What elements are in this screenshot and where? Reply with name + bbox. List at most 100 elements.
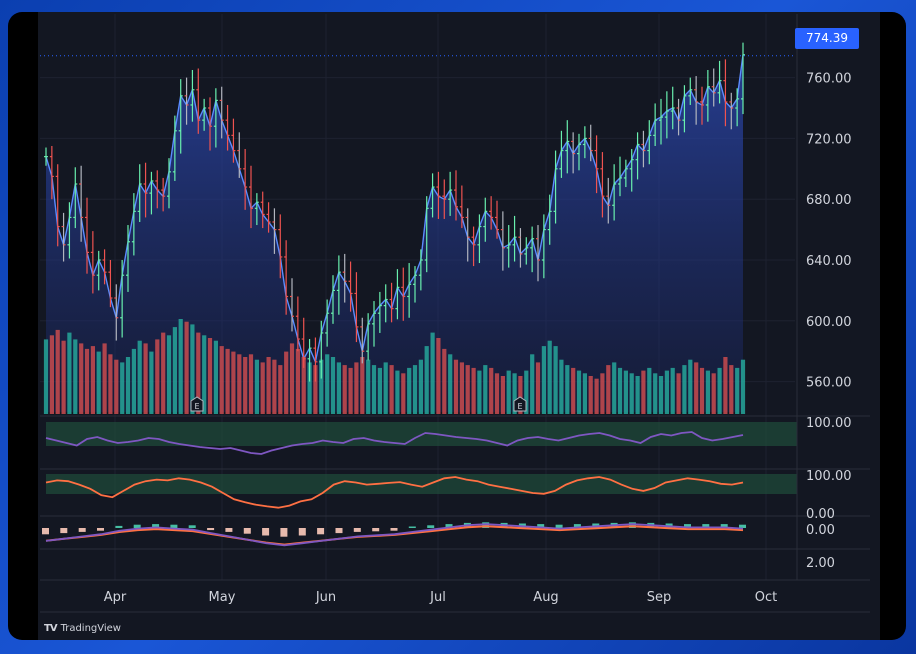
volume-bar xyxy=(670,367,675,414)
price-bar xyxy=(688,77,693,105)
volume-bar xyxy=(313,365,318,414)
stoch-axis-label-bottom: 0.00 xyxy=(806,507,835,522)
earnings-marker[interactable]: E xyxy=(190,396,204,412)
price-bar xyxy=(629,149,634,192)
price-bar xyxy=(354,272,359,343)
price-bar xyxy=(260,191,265,229)
volume-bar xyxy=(155,339,160,414)
volume-bar xyxy=(448,354,453,414)
price-bar xyxy=(723,59,728,127)
volume-bar xyxy=(582,373,587,414)
price-bar xyxy=(237,132,242,178)
price-bar xyxy=(536,225,540,282)
earnings-marker[interactable]: E xyxy=(513,396,527,412)
price-bar xyxy=(213,88,218,148)
volume-bar xyxy=(67,332,72,414)
price-bar xyxy=(295,296,300,352)
price-bar xyxy=(266,202,271,233)
macd-histogram-bar xyxy=(317,528,325,535)
volume-bar xyxy=(653,373,658,414)
price-bar xyxy=(705,70,710,122)
volume-bar xyxy=(418,359,423,414)
volume-bar xyxy=(612,362,617,414)
volume-bar xyxy=(243,357,248,414)
price-bar xyxy=(459,185,464,229)
price-bar xyxy=(272,208,277,254)
price-bar xyxy=(448,171,453,216)
price-bar xyxy=(565,120,570,174)
macd-histogram-bar xyxy=(152,524,160,528)
volume-bar xyxy=(272,359,277,414)
price-tick-label: 760.00 xyxy=(806,72,852,87)
price-bar xyxy=(102,249,107,285)
price-bar xyxy=(418,249,423,291)
volume-bar xyxy=(506,370,511,414)
volume-bar xyxy=(489,367,494,414)
volume-bar xyxy=(524,370,529,414)
price-bar xyxy=(553,150,558,224)
price-bar xyxy=(506,225,511,268)
price-bar xyxy=(524,237,529,265)
macd-histogram-bar xyxy=(225,528,233,532)
price-bar xyxy=(131,193,136,256)
price-bar xyxy=(73,167,78,229)
indicator-panes xyxy=(40,415,870,550)
volume-bar xyxy=(571,367,576,414)
price-bar xyxy=(454,170,458,221)
volume-bar xyxy=(541,346,546,414)
price-bar xyxy=(530,226,535,273)
volume-bar xyxy=(254,359,259,414)
price-bars xyxy=(44,42,745,382)
volume-bar xyxy=(178,319,183,414)
price-bar xyxy=(79,165,84,242)
volume-bar xyxy=(483,365,488,414)
price-bar xyxy=(582,126,587,159)
price-bar xyxy=(44,147,48,166)
macd-axis-label: 2.00 xyxy=(806,556,835,571)
volume-bar xyxy=(594,378,599,414)
price-bar xyxy=(395,269,400,320)
price-bar xyxy=(383,284,388,323)
macd-histogram-bar xyxy=(115,525,123,528)
price-bar xyxy=(694,76,699,125)
macd-histogram-bar xyxy=(188,525,196,528)
macd-histogram-bar xyxy=(573,524,581,528)
volume-bar xyxy=(330,357,336,414)
volume-bar xyxy=(740,359,746,414)
volume-bar xyxy=(90,346,95,414)
price-bar xyxy=(149,171,154,215)
price-bar xyxy=(612,164,617,221)
price-bar xyxy=(336,255,341,315)
price-bar xyxy=(126,225,130,292)
volume-bar xyxy=(512,373,517,414)
price-bar xyxy=(301,317,306,368)
macd-histogram-bar xyxy=(335,528,343,534)
macd-histogram-bar xyxy=(42,528,49,535)
price-bar xyxy=(618,156,622,197)
volume-bar xyxy=(442,348,447,414)
volume-bar xyxy=(131,348,136,414)
volume-bar xyxy=(348,367,353,414)
price-bar xyxy=(313,337,318,382)
macd-histogram-bar xyxy=(628,522,636,528)
price-bar xyxy=(670,86,675,130)
volume-bar xyxy=(73,339,78,414)
price-bar xyxy=(659,98,663,145)
price-bar xyxy=(161,177,166,212)
volume-bar xyxy=(682,365,687,414)
macd-histogram-bar xyxy=(720,524,728,528)
volume-bar xyxy=(231,351,236,414)
tradingview-logo[interactable]: TV TradingView xyxy=(44,621,121,635)
price-bar xyxy=(290,278,294,332)
volume-bar xyxy=(248,354,254,414)
price-bar xyxy=(489,196,494,230)
volume-bar xyxy=(161,332,166,414)
volume-bar xyxy=(576,370,582,414)
earnings-marker-label: E xyxy=(194,402,199,411)
volume-bar xyxy=(588,376,593,414)
volume-bar xyxy=(395,370,400,414)
price-bar xyxy=(249,165,253,229)
stochastic-line xyxy=(45,476,744,509)
